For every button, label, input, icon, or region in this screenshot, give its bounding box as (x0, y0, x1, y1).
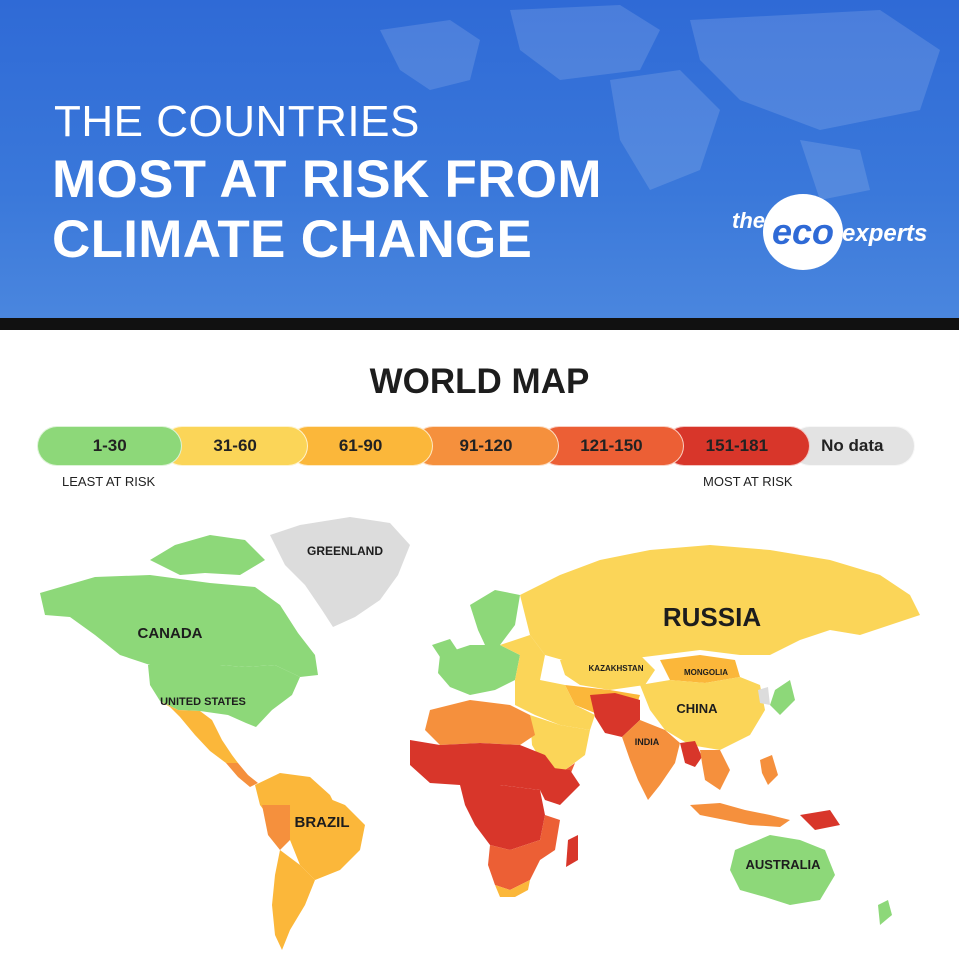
header-banner: THE COUNTRIES MOST AT RISK FROM CLIMATE … (0, 0, 959, 318)
region-india (622, 720, 680, 800)
region-canada (40, 575, 318, 677)
region-east-africa (540, 815, 560, 860)
region-korea (758, 687, 770, 705)
label-russia: RUSSIA (663, 602, 761, 632)
region-western-europe (438, 645, 520, 695)
label-australia: AUSTRALIA (745, 857, 821, 872)
region-brazil (290, 795, 365, 880)
label-united-states: UNITED STATES (160, 696, 246, 708)
region-afghanistan-pakistan (590, 693, 640, 737)
legend-item-1-30: 1-30 (37, 426, 183, 466)
region-mexico (160, 701, 238, 763)
region-southern-africa (488, 840, 540, 890)
label-brazil: BRAZIL (295, 814, 350, 831)
region-mongolia (660, 655, 740, 683)
region-south-america-west (262, 805, 290, 850)
region-kazakhstan (560, 655, 655, 690)
logo-experts: experts (842, 220, 928, 247)
title-line-1: THE COUNTRIES (54, 97, 420, 146)
title-line-2b: CLIMATE CHANGE (52, 210, 533, 269)
label-mongolia: MONGOLIA (684, 668, 728, 677)
map-title: WORLD MAP (369, 362, 590, 401)
region-central-africa (460, 785, 545, 850)
region-bangladesh-myanmar (680, 741, 702, 767)
region-scandinavia (470, 590, 520, 645)
label-kazakhstan: KAZAKHSTAN (589, 664, 644, 673)
legend-item-91-120: 91-120 (413, 426, 559, 466)
region-eastern-europe (500, 635, 545, 680)
region-horn-of-africa (540, 767, 580, 805)
region-japan (770, 680, 795, 715)
region-png (800, 810, 840, 830)
legend-item-31-60: 31-60 (162, 426, 308, 466)
region-central-america (226, 763, 258, 787)
label-canada: CANADA (138, 625, 203, 642)
title-line-2: MOST AT RISK FROM CLIMATE CHANGE (52, 150, 602, 270)
region-north-africa (425, 700, 535, 745)
region-indonesia (690, 803, 790, 827)
region-madagascar (566, 835, 578, 867)
region-arctic-islands (150, 535, 265, 575)
region-philippines (760, 755, 778, 785)
background-world-map (380, 5, 940, 200)
region-southeast-asia (700, 750, 730, 790)
region-australia (730, 835, 835, 905)
title-line-2a: MOST AT RISK FROM (52, 150, 602, 209)
header-divider (0, 318, 959, 330)
legend-item-151-181: 151-181 (664, 426, 810, 466)
label-india: INDIA (635, 737, 660, 747)
legend-least-label: LEAST AT RISK (62, 474, 156, 489)
legend-item-61-90: 61-90 (287, 426, 434, 466)
eco-experts-logo: the eco experts (732, 190, 927, 274)
logo-the: the (732, 208, 765, 233)
region-turkey-iran (515, 680, 595, 730)
label-china: CHINA (676, 701, 718, 716)
legend-most-label: MOST AT RISK (703, 474, 793, 489)
region-south-america-south (272, 850, 315, 950)
region-south-africa (495, 880, 530, 897)
region-sahel (410, 740, 560, 790)
region-united-states (148, 665, 300, 727)
risk-legend: 1-30 31-60 61-90 91-120 121-150 151-181 No dat… (37, 426, 915, 466)
region-greenland (270, 517, 410, 627)
logo-eco: eco (763, 194, 843, 270)
world-map: GREENLAND CANADA UNITED STATES BRAZIL RU… (40, 517, 920, 950)
region-china (640, 677, 765, 750)
label-greenland: GREENLAND (307, 544, 383, 558)
legend-item-121-150: 121-150 (538, 426, 685, 466)
region-new-zealand (878, 900, 892, 925)
region-russia (520, 545, 920, 665)
